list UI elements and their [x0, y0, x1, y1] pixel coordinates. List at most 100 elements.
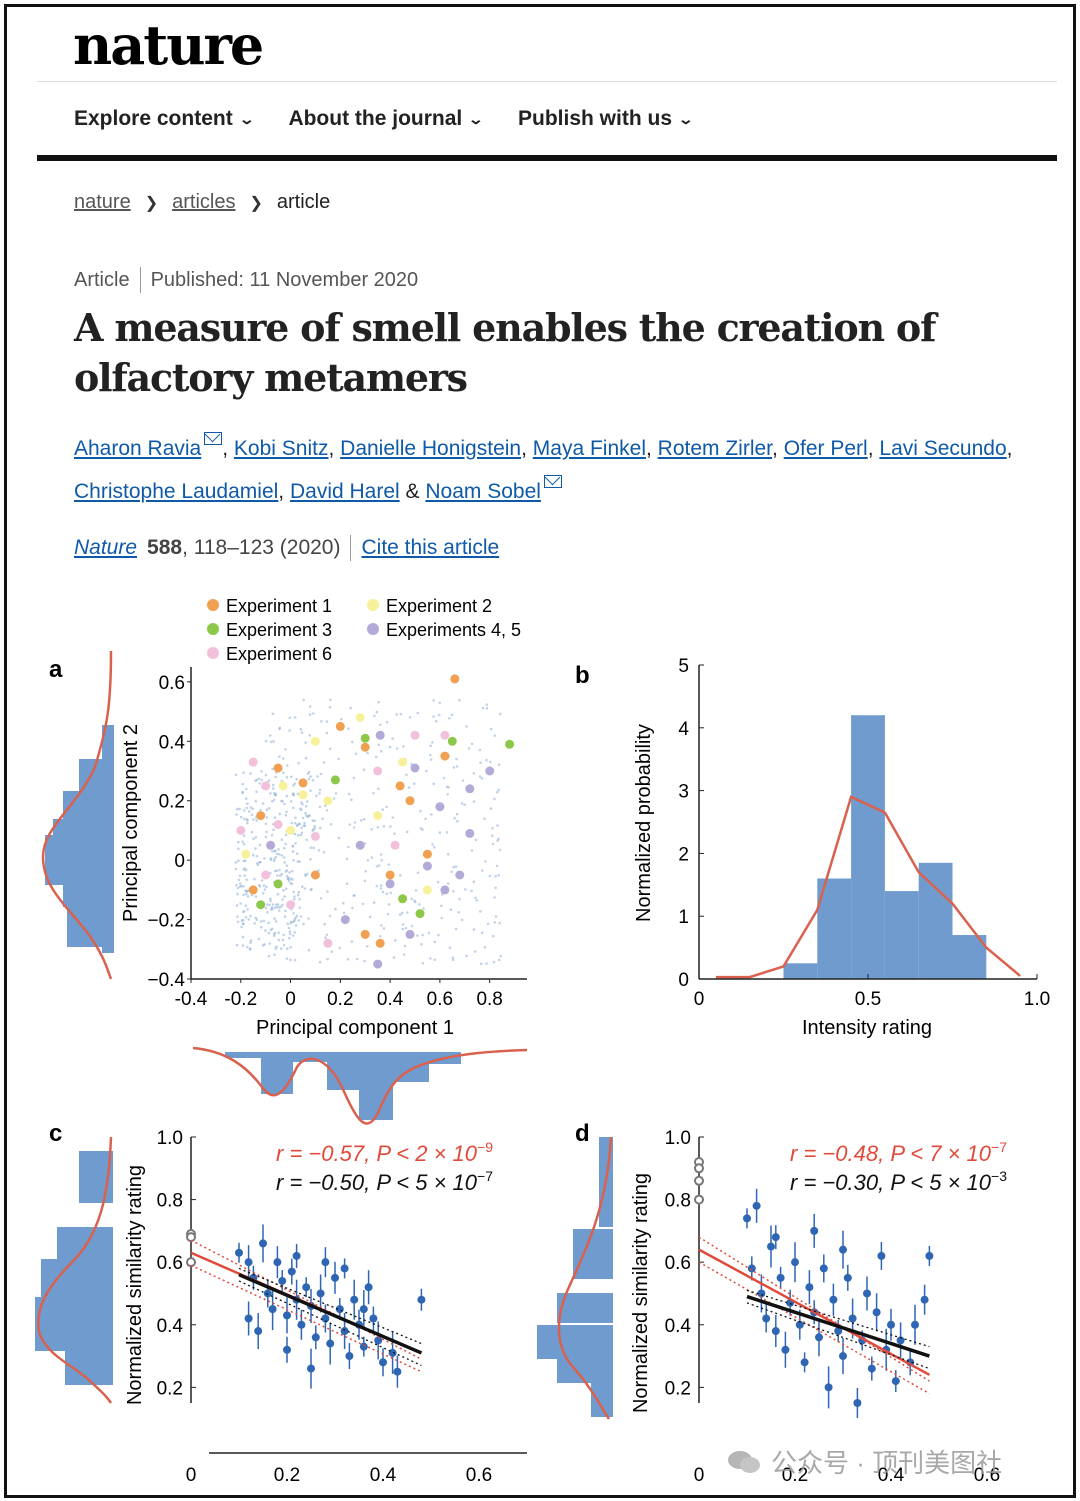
data-point: [244, 1314, 253, 1323]
data-point: [359, 1305, 368, 1314]
background-point: [323, 923, 327, 926]
background-point: [410, 897, 414, 901]
nav-explore-content[interactable]: Explore content ⌄: [74, 107, 255, 131]
author-link[interactable]: David Harel: [289, 480, 400, 503]
breadcrumb-nature[interactable]: nature: [74, 191, 131, 213]
data-point: [248, 757, 258, 767]
author-link[interactable]: Rotem Zirler: [657, 437, 773, 460]
data-point: [824, 1383, 833, 1392]
background-point: [260, 879, 264, 882]
mail-icon[interactable]: [543, 475, 562, 488]
background-point: [299, 807, 302, 810]
background-point: [281, 757, 285, 760]
background-point: [257, 937, 261, 941]
data-point: [896, 1336, 905, 1345]
data-point: [360, 929, 370, 939]
background-point: [243, 817, 246, 821]
background-point: [297, 834, 300, 837]
y-axis-label: Normalized similarity rating: [124, 1165, 146, 1405]
background-point: [270, 834, 274, 837]
background-point: [285, 864, 289, 867]
background-point: [271, 903, 275, 906]
author-link[interactable]: Ofer Perl: [783, 437, 868, 460]
data-point: [360, 733, 370, 743]
nature-logo[interactable]: nature: [73, 13, 264, 77]
author-link[interactable]: Maya Finkel: [532, 437, 646, 460]
background-point: [489, 727, 493, 731]
data-point: [236, 825, 246, 835]
background-point: [289, 877, 293, 880]
background-point: [465, 725, 469, 728]
nav-publish-with-us[interactable]: Publish with us ⌄: [518, 107, 694, 131]
background-point: [424, 817, 427, 821]
background-point: [307, 814, 310, 818]
background-point: [243, 809, 246, 812]
background-point: [282, 771, 285, 775]
background-point: [253, 922, 256, 925]
y-axis-label: Normalized similarity rating: [630, 1173, 652, 1413]
author-link[interactable]: Christophe Laudamiel: [74, 480, 279, 503]
data-point: [776, 1273, 785, 1282]
mail-icon[interactable]: [204, 432, 223, 445]
background-point: [300, 831, 304, 835]
y-tick-label: 0.2: [157, 1378, 183, 1399]
ci-line-black: [746, 1289, 930, 1348]
author-link[interactable]: Aharon Ravia: [74, 437, 202, 460]
breadcrumb-articles[interactable]: articles: [172, 191, 236, 213]
background-point: [292, 890, 296, 894]
y-tick-label: 0.4: [157, 1316, 184, 1337]
background-point: [296, 824, 299, 827]
background-point: [377, 700, 381, 704]
background-point: [254, 836, 258, 839]
background-point: [288, 932, 292, 936]
background-point: [402, 745, 405, 748]
data-point: [241, 849, 251, 859]
data-point: [843, 1273, 852, 1282]
ci-line-red: [698, 1236, 930, 1382]
background-point: [307, 777, 311, 781]
background-point: [379, 887, 383, 890]
background-point: [246, 821, 249, 825]
background-point: [364, 869, 368, 873]
data-point: [450, 674, 460, 684]
cite-this-article-link[interactable]: Cite this article: [361, 536, 500, 559]
data-point: [297, 1320, 306, 1329]
panel-c-scatter: 1.0 0.8 0.6 0.4 0.2 0 0.2 0.4 0.6 Normalized si…: [35, 1128, 527, 1486]
y-tick-label: 5: [678, 656, 689, 677]
background-point: [489, 807, 493, 810]
author-link[interactable]: Lavi Secundo: [879, 437, 1007, 460]
legend: Experiment 1 Experiment 2 Experiment 3 E…: [207, 596, 521, 664]
background-point: [261, 802, 265, 805]
legend-label: Experiment 1: [226, 596, 332, 616]
data-point: [316, 1289, 325, 1298]
background-point: [281, 898, 284, 901]
cite-divider: [350, 535, 352, 561]
data-point: [767, 1242, 775, 1251]
background-point: [255, 790, 258, 793]
background-point: [306, 800, 309, 803]
background-point: [275, 852, 279, 856]
background-point: [368, 915, 372, 919]
background-point: [467, 747, 471, 750]
background-point: [478, 748, 482, 752]
journal-link[interactable]: Nature: [74, 536, 138, 559]
background-point: [325, 933, 329, 937]
author-link[interactable]: Danielle Honigstein: [340, 437, 522, 460]
background-point: [264, 906, 268, 910]
density-curve-y: [557, 1136, 613, 1420]
background-point: [353, 894, 356, 897]
background-point: [404, 926, 408, 930]
background-point: [401, 923, 405, 926]
background-point: [491, 842, 495, 846]
author-link[interactable]: Noam Sobel: [425, 480, 541, 503]
citation-line: Nature 588, 118–123 (2020) Cite this art…: [74, 535, 499, 561]
background-point: [385, 805, 389, 809]
background-point: [446, 882, 450, 885]
background-point: [445, 831, 449, 834]
author-link[interactable]: Kobi Snitz: [233, 437, 329, 460]
nav-about-journal[interactable]: About the journal ⌄: [288, 107, 484, 131]
data-point: [340, 915, 350, 925]
background-point: [366, 944, 369, 948]
background-point: [308, 705, 312, 708]
x-tick-label: -0.2: [224, 989, 257, 1010]
